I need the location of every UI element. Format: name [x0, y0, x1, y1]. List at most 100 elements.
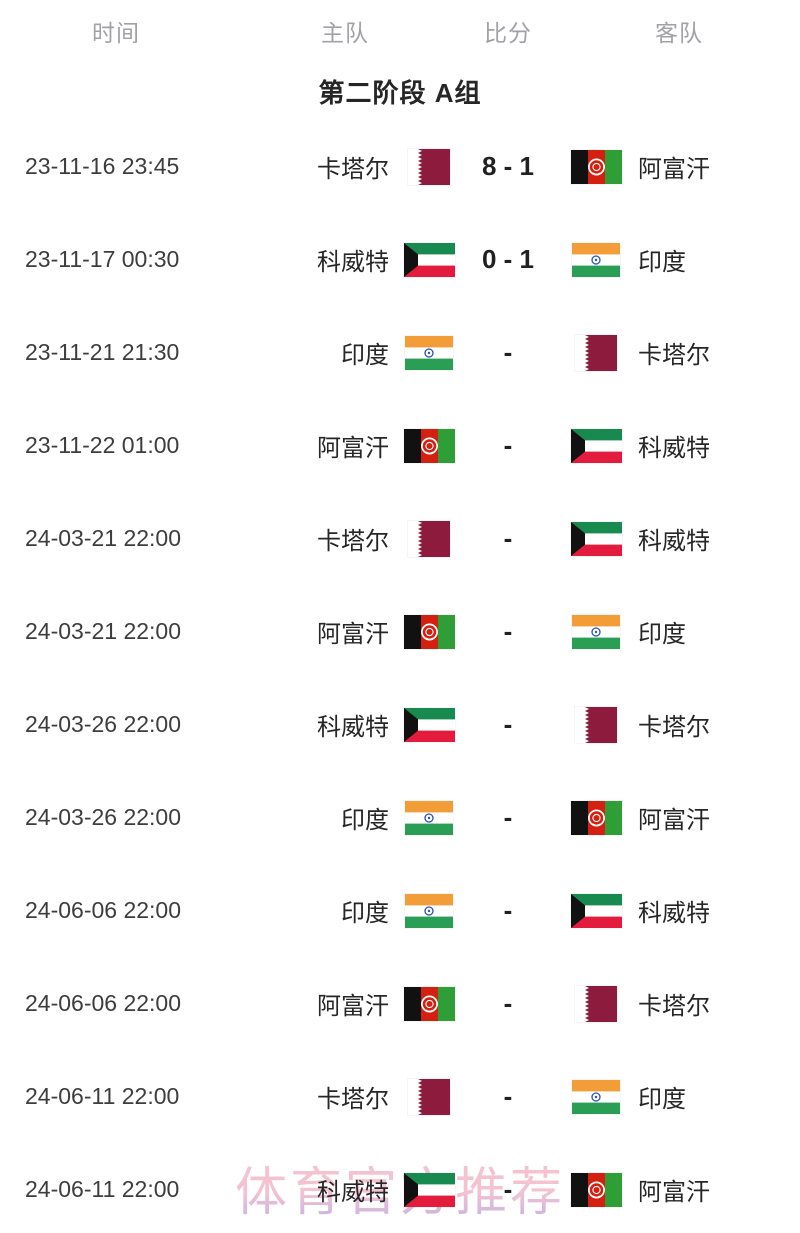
away-team-cell: 阿富汗: [558, 1172, 800, 1207]
match-row[interactable]: 24-03-26 22:00 科威特 - 卡塔尔: [0, 678, 800, 771]
match-time: 24-03-21 22:00: [25, 525, 182, 551]
match-list: 23-11-16 23:45 卡塔尔 8 - 1 阿富汗 23-11-17 00…: [0, 120, 800, 1233]
afghanistan-flag-icon: [403, 428, 455, 463]
match-score: -: [503, 895, 513, 925]
afghanistan-flag-icon: [570, 1172, 622, 1207]
match-time: 24-03-21 22:00: [25, 618, 182, 644]
away-team-cell: 卡塔尔: [558, 334, 800, 371]
away-team-cell: 阿富汗: [558, 149, 800, 184]
home-team-name: 科威特: [317, 1179, 389, 1206]
away-team-name: 卡塔尔: [638, 993, 710, 1020]
away-team-name: 卡塔尔: [638, 342, 710, 369]
home-team-name: 阿富汗: [317, 435, 389, 462]
kuwait-flag-icon: [403, 242, 455, 277]
away-team-cell: 印度: [558, 1079, 800, 1114]
away-team-cell: 卡塔尔: [558, 706, 800, 743]
match-time: 24-06-11 22:00: [25, 1176, 180, 1202]
match-row[interactable]: 24-03-21 22:00 阿富汗 - 印度: [0, 585, 800, 678]
home-team-name: 科威特: [317, 249, 389, 276]
column-header-time: 时间: [92, 20, 140, 46]
home-team-cell: 卡塔尔: [232, 520, 458, 557]
match-time: 23-11-21 21:30: [25, 339, 180, 365]
kuwait-flag-icon: [570, 521, 622, 556]
qatar-flag-icon: [570, 706, 622, 743]
india-flag-icon: [570, 614, 622, 649]
away-team-name: 科威特: [638, 900, 710, 927]
match-score: -: [503, 337, 513, 367]
match-row[interactable]: 23-11-17 00:30 科威特 0 - 1 印度: [0, 213, 800, 306]
match-score: -: [503, 1174, 513, 1204]
match-time: 24-06-06 22:00: [25, 897, 182, 923]
india-flag-icon: [570, 1079, 622, 1114]
qatar-flag-icon: [570, 985, 622, 1022]
match-row[interactable]: 24-06-11 22:00 卡塔尔 - 印度: [0, 1050, 800, 1143]
home-team-name: 阿富汗: [317, 621, 389, 648]
home-team-name: 印度: [341, 900, 389, 927]
match-time: 23-11-16 23:45: [25, 153, 180, 179]
match-score: 0 - 1: [481, 244, 535, 274]
match-row[interactable]: 24-03-21 22:00 卡塔尔 - 科威特: [0, 492, 800, 585]
match-time: 24-03-26 22:00: [25, 804, 182, 830]
match-score: -: [503, 616, 513, 646]
match-row[interactable]: 24-06-06 22:00 印度 - 科威特: [0, 864, 800, 957]
home-team-cell: 印度: [232, 800, 458, 835]
away-team-cell: 科威特: [558, 521, 800, 556]
away-team-cell: 卡塔尔: [558, 985, 800, 1022]
india-flag-icon: [403, 893, 455, 928]
match-time: 23-11-17 00:30: [25, 246, 180, 272]
home-team-name: 卡塔尔: [317, 1086, 389, 1113]
home-team-name: 卡塔尔: [317, 528, 389, 555]
away-team-cell: 印度: [558, 242, 800, 277]
kuwait-flag-icon: [403, 707, 455, 742]
home-team-cell: 阿富汗: [232, 428, 458, 463]
home-team-cell: 印度: [232, 893, 458, 928]
home-team-cell: 科威特: [232, 707, 458, 742]
home-team-name: 科威特: [317, 714, 389, 741]
home-team-name: 印度: [341, 342, 389, 369]
match-row[interactable]: 23-11-22 01:00 阿富汗 - 科威特: [0, 399, 800, 492]
match-row[interactable]: 24-03-26 22:00 印度 - 阿富汗: [0, 771, 800, 864]
away-team-name: 科威特: [638, 435, 710, 462]
away-team-name: 阿富汗: [638, 807, 710, 834]
away-team-name: 阿富汗: [638, 1179, 710, 1206]
home-team-cell: 印度: [232, 335, 458, 370]
match-score: -: [503, 709, 513, 739]
table-header: 时间 主队 比分 客队: [0, 0, 800, 62]
qatar-flag-icon: [403, 148, 455, 185]
afghanistan-flag-icon: [570, 149, 622, 184]
away-team-cell: 印度: [558, 614, 800, 649]
india-flag-icon: [403, 800, 455, 835]
away-team-name: 科威特: [638, 528, 710, 555]
india-flag-icon: [403, 335, 455, 370]
column-header-away: 客队: [655, 20, 703, 46]
match-row[interactable]: 24-06-06 22:00 阿富汗 - 卡塔尔: [0, 957, 800, 1050]
match-score: 8 - 1: [481, 151, 535, 181]
match-row[interactable]: 23-11-16 23:45 卡塔尔 8 - 1 阿富汗: [0, 120, 800, 213]
qatar-flag-icon: [403, 1078, 455, 1115]
india-flag-icon: [570, 242, 622, 277]
match-row[interactable]: 24-06-11 22:00 科威特 - 阿富汗: [0, 1143, 800, 1233]
away-team-name: 卡塔尔: [638, 714, 710, 741]
away-team-cell: 科威特: [558, 428, 800, 463]
afghanistan-flag-icon: [403, 614, 455, 649]
kuwait-flag-icon: [570, 893, 622, 928]
afghanistan-flag-icon: [403, 986, 455, 1021]
home-team-name: 印度: [341, 807, 389, 834]
match-row[interactable]: 23-11-21 21:30 印度 - 卡塔尔: [0, 306, 800, 399]
home-team-cell: 阿富汗: [232, 614, 458, 649]
qatar-flag-icon: [570, 334, 622, 371]
home-team-cell: 阿富汗: [232, 986, 458, 1021]
match-score: -: [503, 1081, 513, 1111]
away-team-cell: 科威特: [558, 893, 800, 928]
match-time: 24-03-26 22:00: [25, 711, 182, 737]
away-team-name: 印度: [638, 621, 686, 648]
home-team-name: 阿富汗: [317, 993, 389, 1020]
kuwait-flag-icon: [570, 428, 622, 463]
match-time: 23-11-22 01:00: [25, 432, 180, 458]
kuwait-flag-icon: [403, 1172, 455, 1207]
qatar-flag-icon: [403, 520, 455, 557]
match-time: 24-06-11 22:00: [25, 1083, 180, 1109]
group-stage-title: 第二阶段 A组: [318, 77, 482, 108]
column-header-score: 比分: [484, 20, 532, 46]
away-team-name: 阿富汗: [638, 156, 710, 183]
